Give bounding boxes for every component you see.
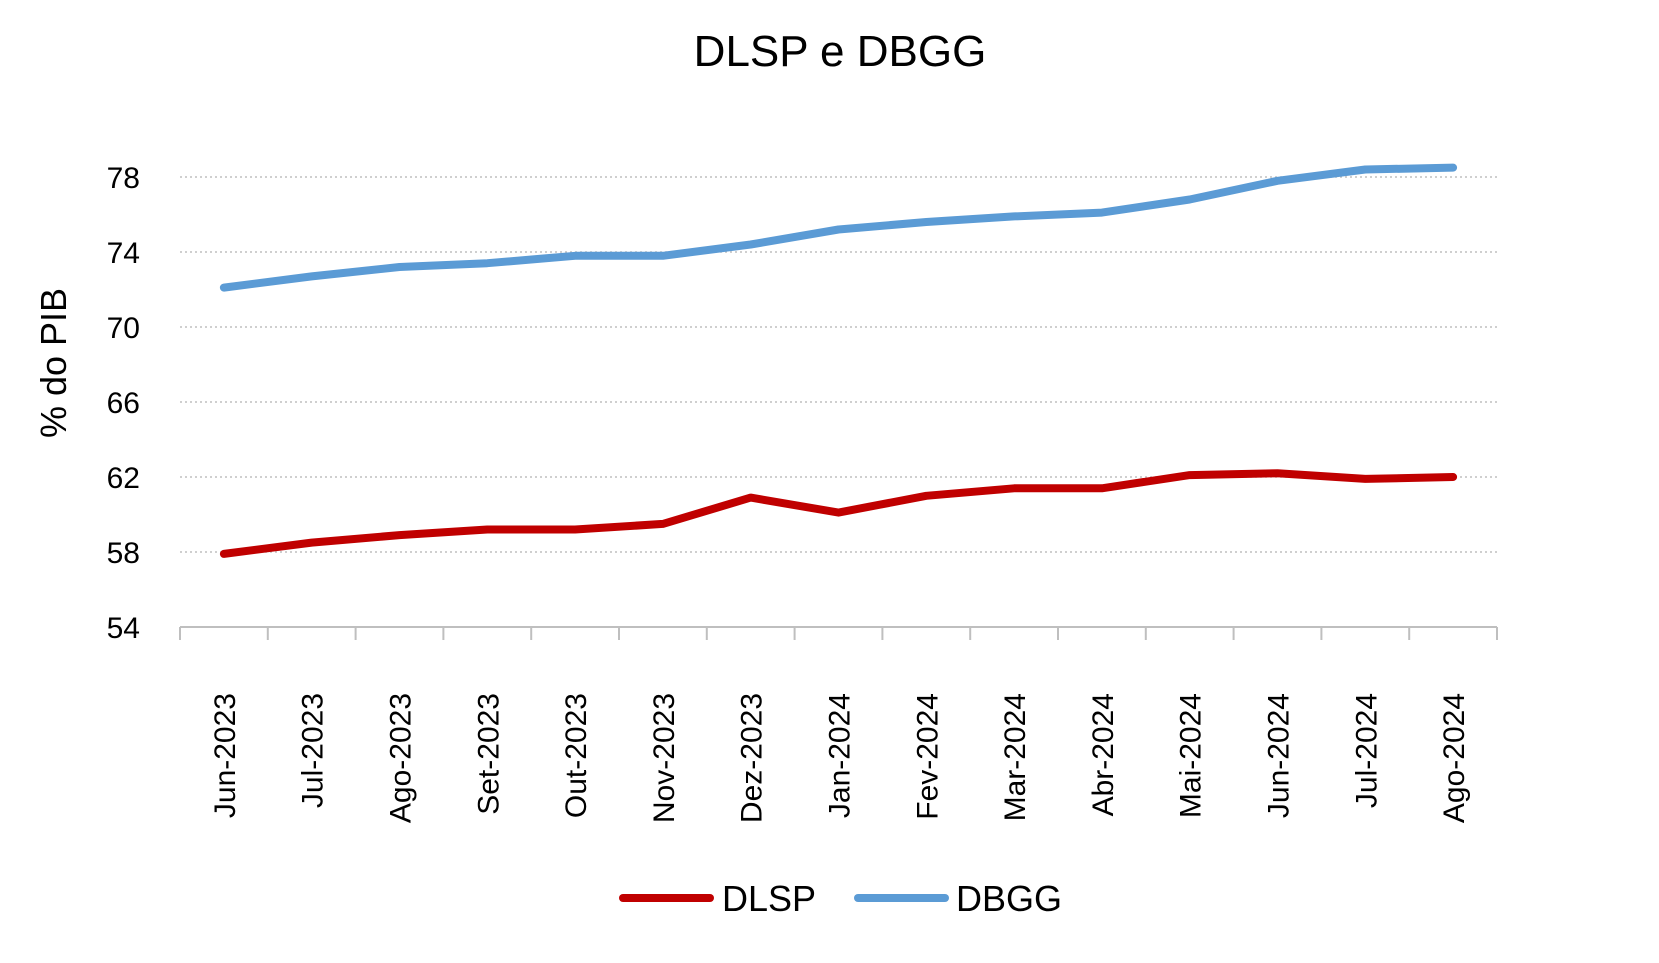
x-tick-label-ago-2024: Ago-2024 [1438, 693, 1471, 823]
x-tick-label-jul-2023: Jul-2023 [297, 693, 330, 808]
data-point-dbgg[interactable] [659, 252, 667, 260]
data-point-dbgg[interactable] [1186, 196, 1194, 203]
data-point-dlsp[interactable] [835, 509, 842, 517]
y-axis-title-group: % do PIB [33, 288, 74, 438]
data-point-dlsp[interactable] [483, 526, 491, 533]
series-lines [219, 163, 1458, 558]
x-tick-label-jun-2024: Jun-2024 [1263, 693, 1296, 818]
x-tick-label-jan-2024: Jan-2024 [824, 693, 857, 818]
data-point-dbgg[interactable] [1098, 209, 1106, 217]
legend: DLSP DBGG [619, 878, 1062, 919]
data-point-dlsp[interactable] [1361, 475, 1369, 483]
x-tick-label-jun-2023: Jun-2023 [209, 693, 242, 818]
y-tick-labels: 54 58 62 66 70 74 78 [107, 162, 140, 645]
x-tick-labels: Jun-2023 Jul-2023 Ago-2023 Set-2023 Out-2023… [209, 693, 1471, 823]
x-tick-label-set-2023: Set-2023 [472, 693, 505, 815]
data-point-dlsp[interactable] [396, 531, 403, 539]
x-tick-label-dez-2023: Dez-2023 [736, 693, 769, 823]
x-tick-label-abr-2024: Abr-2024 [1087, 693, 1120, 816]
data-point-dlsp[interactable] [308, 539, 316, 547]
x-tick-label-fev-2024: Fev-2024 [911, 693, 944, 820]
data-point-dbgg[interactable] [747, 241, 755, 248]
data-point-dbgg[interactable] [1010, 212, 1018, 220]
data-point-dbgg[interactable] [220, 284, 228, 292]
legend-label-dlsp: DLSP [722, 878, 816, 919]
data-point-dbgg[interactable] [922, 218, 930, 226]
y-tick-label-78: 78 [107, 162, 140, 195]
data-point-dlsp[interactable] [1449, 473, 1457, 481]
data-point-dbgg[interactable] [396, 263, 403, 271]
legend-item-dbgg[interactable]: DBGG [854, 878, 1062, 919]
data-point-dbgg[interactable] [308, 272, 316, 280]
data-point-dbgg[interactable] [1361, 166, 1369, 173]
data-point-dlsp[interactable] [571, 526, 579, 533]
x-tick-label-ago-2023: Ago-2023 [385, 693, 418, 823]
legend-item-dlsp[interactable]: DLSP [619, 878, 816, 919]
data-point-dlsp[interactable] [1186, 471, 1194, 479]
data-point-dbgg[interactable] [1449, 164, 1457, 172]
data-point-dbgg[interactable] [1274, 177, 1281, 185]
x-tick-label-nov-2023: Nov-2023 [648, 693, 681, 823]
data-point-dlsp[interactable] [1010, 484, 1018, 492]
y-tick-label-62: 62 [107, 462, 140, 495]
y-axis-label: % do PIB [33, 288, 74, 438]
data-point-dbgg[interactable] [835, 226, 842, 233]
x-tick-label-out-2023: Out-2023 [560, 693, 593, 818]
data-point-dlsp[interactable] [1274, 469, 1281, 477]
data-point-dbgg[interactable] [571, 252, 579, 260]
y-tick-label-54: 54 [107, 612, 140, 645]
data-point-dlsp[interactable] [220, 550, 228, 558]
data-point-dlsp[interactable] [1098, 484, 1106, 492]
data-point-dlsp[interactable] [659, 520, 667, 528]
x-tick-label-mai-2024: Mai-2024 [1175, 693, 1208, 818]
y-tick-label-74: 74 [107, 237, 140, 270]
data-point-dbgg[interactable] [483, 259, 491, 267]
legend-label-dbgg: DBGG [956, 878, 1062, 919]
y-tick-label-58: 58 [107, 537, 140, 570]
data-point-dlsp[interactable] [747, 494, 755, 502]
x-tick-label-jul-2024: Jul-2024 [1350, 693, 1383, 808]
y-tick-label-70: 70 [107, 312, 140, 345]
data-point-dlsp[interactable] [922, 492, 930, 500]
x-tick-label-mar-2024: Mar-2024 [999, 693, 1032, 821]
chart-title: DLSP e DBGG [694, 27, 987, 76]
y-tick-label-66: 66 [107, 387, 140, 420]
x-axis [179, 626, 1498, 640]
